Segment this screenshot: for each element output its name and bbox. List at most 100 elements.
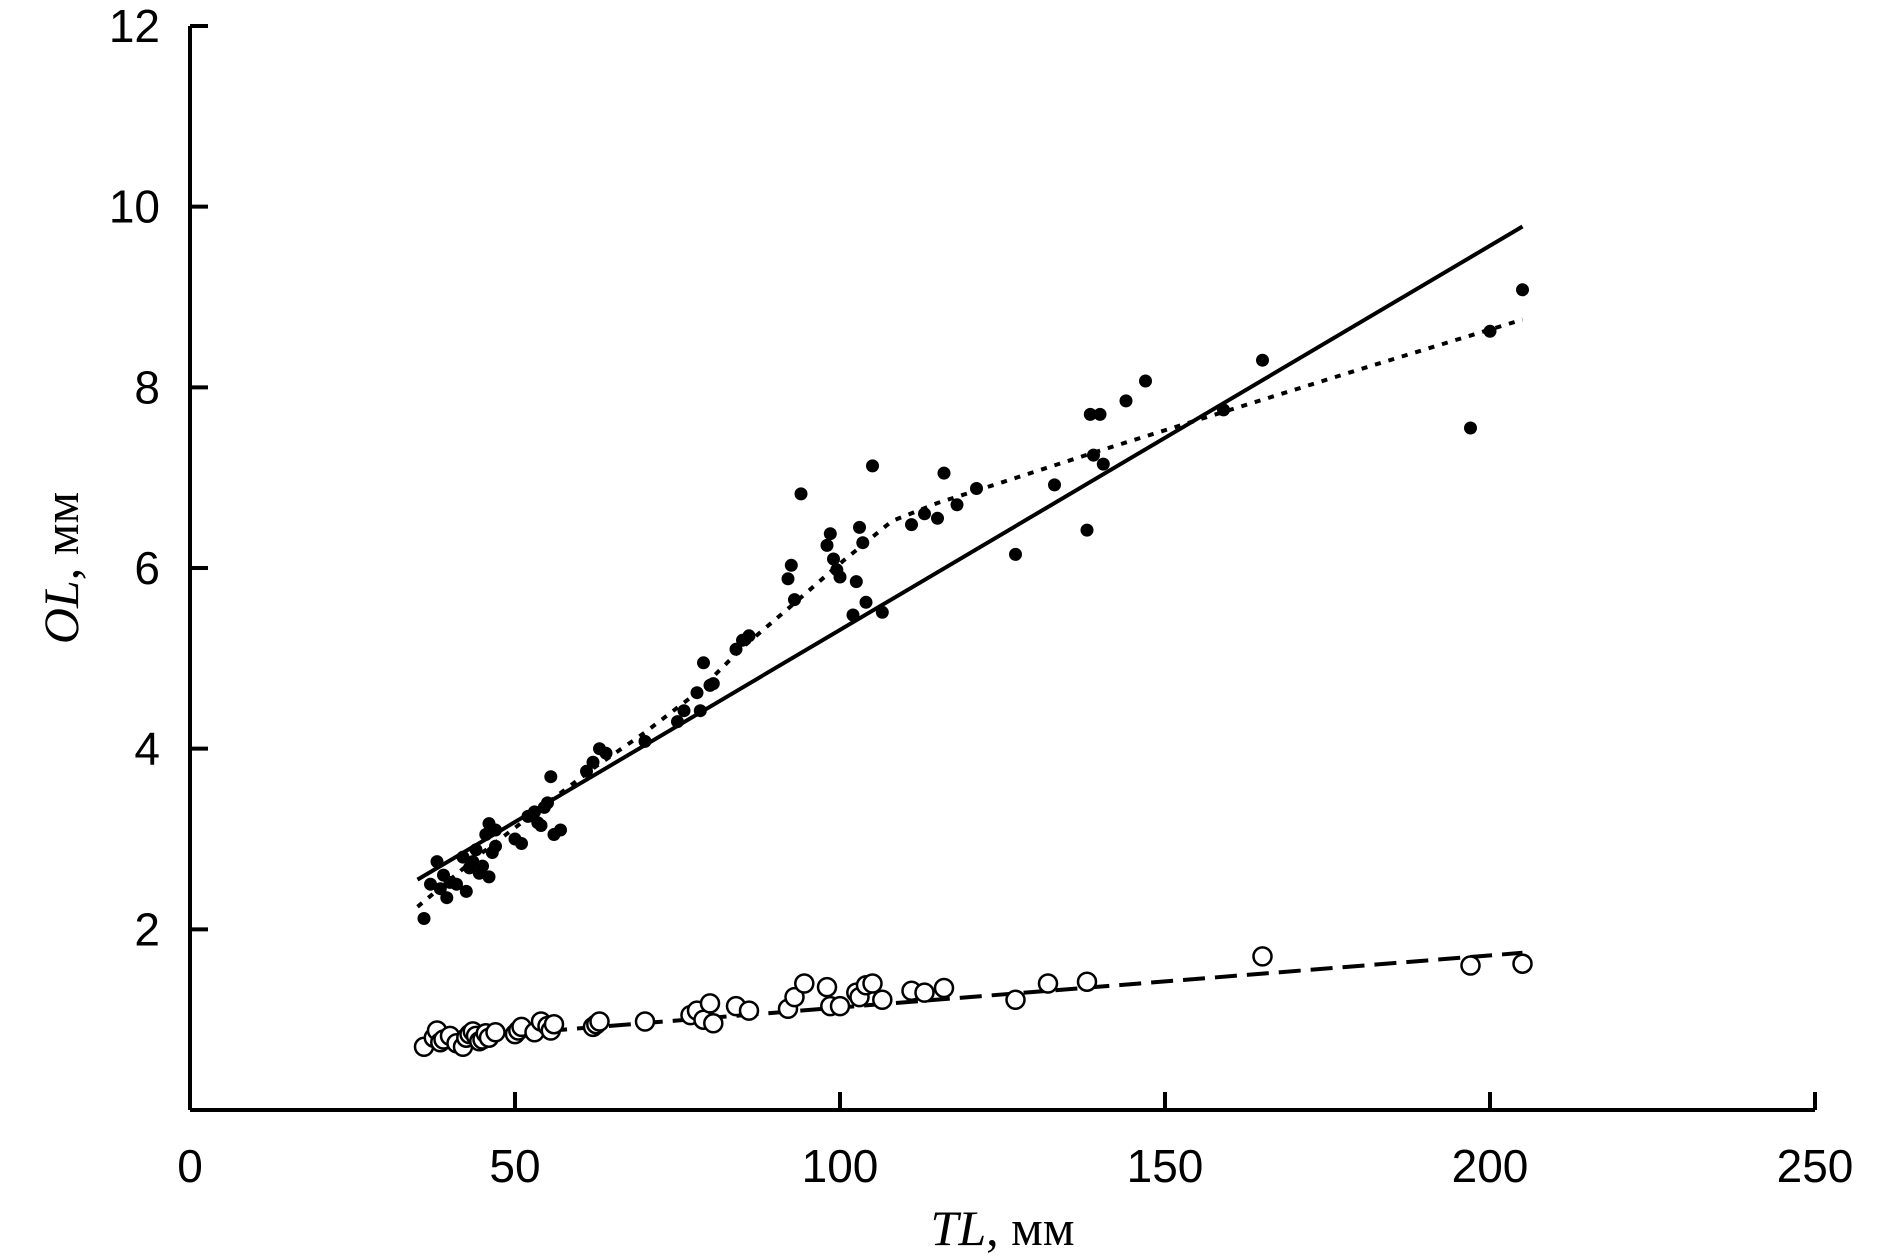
axis-ticks: 0 50 100 150 200 250 2 4 6 8 10 12 [109, 0, 1854, 1192]
data-point-filled [482, 870, 496, 884]
fit-line-solid [416, 224, 1524, 882]
data-point-open [872, 989, 893, 1011]
data-point-open [862, 973, 883, 994]
data-point-filled [459, 884, 473, 898]
data-point-filled [515, 837, 528, 850]
data-point-filled [430, 855, 444, 869]
x-tick-label: 100 [802, 1140, 879, 1192]
data-point-open [784, 986, 805, 1008]
y-tick-label: 2 [134, 903, 160, 955]
data-point-filled [781, 572, 795, 586]
data-point-filled [450, 877, 463, 891]
x-tick-label: 50 [489, 1140, 540, 1192]
data-point-open [1460, 955, 1481, 976]
axes [188, 26, 1815, 1112]
data-point-filled [1119, 394, 1133, 408]
data-point-filled [456, 850, 470, 864]
data-point-open [589, 1011, 610, 1032]
data-point-open [1037, 973, 1059, 994]
data-point-filled [875, 605, 889, 619]
data-point-filled [440, 891, 454, 905]
data-point-filled [433, 882, 447, 896]
data-point-filled [931, 511, 944, 525]
data-point-open [485, 1022, 506, 1043]
data-point-filled [476, 859, 489, 873]
data-point-filled [586, 755, 600, 769]
data-point-filled [846, 608, 860, 622]
data-point-open [699, 993, 721, 1014]
data-point-filled [1087, 448, 1100, 462]
y-tick-label: 12 [109, 0, 160, 52]
data-point-filled [856, 536, 870, 550]
data-point-filled [849, 575, 863, 589]
data-points [413, 283, 1533, 1058]
data-point-filled [638, 734, 652, 748]
data-point-filled [1093, 407, 1107, 421]
fit-lines [416, 224, 1524, 1044]
data-point-filled [905, 518, 918, 532]
x-tick-label: 200 [1452, 1140, 1529, 1192]
data-point-filled [1256, 353, 1269, 367]
data-point-filled [554, 823, 567, 837]
data-point-filled [580, 764, 593, 778]
data-point-filled [827, 552, 840, 566]
data-point-filled [1464, 421, 1477, 435]
data-point-open [738, 1000, 760, 1021]
data-point-filled [534, 819, 548, 832]
data-point-filled [489, 823, 502, 837]
data-point-filled [1139, 374, 1152, 388]
data-point-filled [489, 839, 502, 853]
data-point-filled [918, 507, 931, 521]
data-point-open [794, 973, 815, 994]
data-point-filled [820, 538, 834, 552]
fit-line-dashed [417, 950, 1523, 1044]
y-tick-label: 8 [134, 361, 160, 413]
x-axis-label-unit: , мм [986, 1200, 1074, 1256]
data-point-open [829, 995, 851, 1017]
data-point-filled [1080, 523, 1094, 537]
data-point-filled [466, 855, 480, 869]
y-axis-label: OL, мм [33, 492, 89, 644]
data-point-filled [788, 593, 801, 607]
data-point-filled [706, 677, 720, 691]
data-point-open [1512, 953, 1533, 974]
data-point-filled [671, 715, 684, 729]
y-axis-label-var: OL [33, 580, 89, 644]
data-point-filled [784, 558, 798, 572]
x-tick-label: 150 [1127, 1140, 1204, 1192]
data-point-filled [599, 746, 613, 760]
data-point-open [1252, 946, 1273, 967]
y-tick-label: 4 [134, 723, 160, 775]
data-point-filled [1217, 403, 1230, 417]
data-point-filled [742, 629, 756, 643]
data-point-filled [853, 520, 866, 534]
data-point-filled [479, 828, 493, 841]
data-point-open [703, 1013, 724, 1034]
fit-line-dotted [416, 317, 1524, 909]
y-tick-label: 6 [134, 542, 160, 594]
data-point-filled [697, 656, 710, 670]
data-point-filled [1096, 457, 1110, 471]
data-point-filled [823, 527, 837, 541]
data-point-filled [859, 595, 873, 609]
data-point-filled [424, 877, 437, 891]
x-tick-label: 0 [177, 1140, 203, 1192]
data-point-filled [1048, 478, 1061, 492]
data-point-open [914, 982, 935, 1003]
y-axis-label-unit: , мм [33, 492, 89, 580]
y-tick-label: 10 [109, 181, 160, 233]
data-point-filled [693, 704, 707, 718]
data-point-open [1005, 989, 1026, 1011]
data-point-filled [417, 912, 431, 925]
data-point-filled [1483, 324, 1497, 338]
x-axis-label: TL, мм [931, 1200, 1075, 1256]
data-point-filled [690, 686, 704, 700]
data-point-open [816, 976, 838, 998]
data-point-filled [541, 796, 554, 810]
data-point-filled [729, 642, 743, 656]
data-point-filled [833, 570, 847, 584]
data-point-filled [469, 843, 483, 857]
data-point-open [543, 1013, 565, 1035]
data-point-filled [528, 805, 541, 819]
